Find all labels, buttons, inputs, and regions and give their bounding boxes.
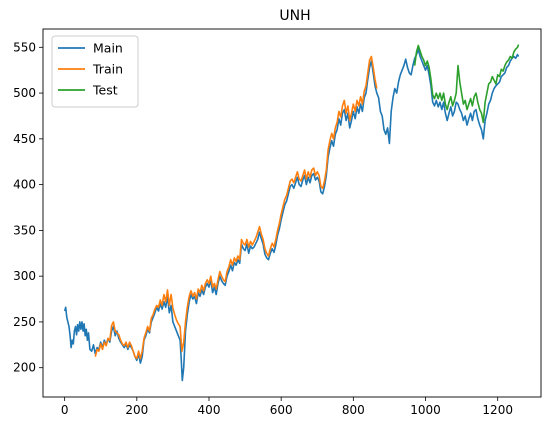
y-axis: 200 250 300 350 400 450 500 550 xyxy=(13,40,43,375)
y-tick-label: 450 xyxy=(13,132,36,146)
legend-label-test: Test xyxy=(92,83,118,98)
x-tick-label: 800 xyxy=(342,403,365,417)
y-tick-label: 300 xyxy=(13,269,36,283)
y-tick-label: 550 xyxy=(13,40,36,54)
x-tick-label: 0 xyxy=(61,403,69,417)
legend-label-train: Train xyxy=(92,62,123,77)
y-tick-label: 350 xyxy=(13,223,36,237)
y-tick-label: 250 xyxy=(13,315,36,329)
x-tick-label: 400 xyxy=(198,403,221,417)
axes-frame xyxy=(42,28,542,398)
chart-title: UNH xyxy=(279,8,310,24)
y-tick-label: 500 xyxy=(13,86,36,100)
x-tick-label: 1000 xyxy=(410,403,441,417)
x-tick-label: 1200 xyxy=(482,403,513,417)
series-line-test xyxy=(413,44,520,124)
y-tick-label: 400 xyxy=(13,178,36,192)
legend-label-main: Main xyxy=(93,41,123,56)
series-line-train xyxy=(94,55,378,360)
plot-area xyxy=(63,44,520,382)
y-tick-label: 200 xyxy=(13,361,36,375)
x-tick-label: 200 xyxy=(125,403,148,417)
x-tick-label: 600 xyxy=(270,403,293,417)
x-axis: 0 200 400 600 800 1000 1200 xyxy=(61,397,513,417)
legend: Main Train Test xyxy=(51,35,139,108)
